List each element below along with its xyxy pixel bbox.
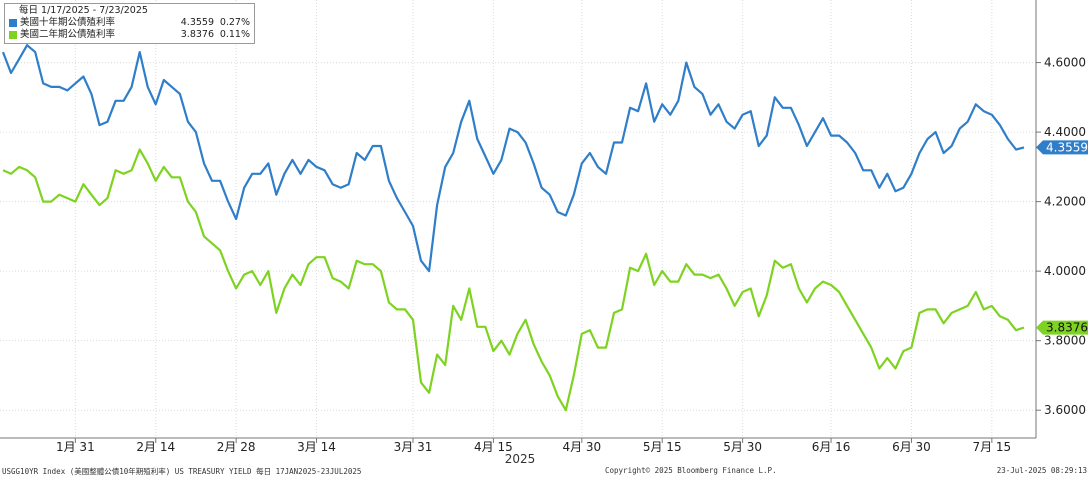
x-axis: 1月 31 2月 14 2月 28 3月 14 3月 31 4月 15 4月 30 5月 15… [56,438,1011,454]
legend-row-2y: 美國二年期公債殖利率 3.8376 0.11% [9,29,250,41]
legend-row-10y: 美國十年期公債殖利率 4.3559 0.27% [9,17,250,29]
legend: 每日 1/17/2025 - 7/23/2025 美國十年期公債殖利率 4.35… [4,3,255,44]
footer-timestamp: 23-Jul-2025 08:29:13 [996,466,1087,475]
x-tick-label: 3月 31 [394,440,433,454]
plot-frame [0,0,1037,439]
x-tick-label: 6月 30 [892,440,931,454]
y-axis: 3.6000 3.8000 4.0000 4.2000 4.4000 4.6000 [1036,56,1086,417]
y-tick-label: 3.8000 [1044,334,1086,348]
x-tick-label: 1月 31 [56,440,95,454]
footer-source: USGG10YR Index (美國整體公債10年期殖利率) US TREASU… [2,467,362,476]
last-value-label-1: 3.8376 [1046,321,1088,335]
y-tick-label: 3.6000 [1044,403,1086,417]
last-value-labels: 4.3559 3.8376 [1036,140,1088,335]
legend-header: 每日 1/17/2025 - 7/23/2025 [19,5,148,16]
legend-last-10y: 4.3559 [180,17,214,28]
x-tick-label: 2月 14 [136,440,175,454]
legend-swatch-2y [9,31,17,39]
y-tick-label: 4.6000 [1044,56,1086,70]
legend-change-10y: 0.27% [219,17,250,28]
x-tick-label: 6月 16 [812,440,851,454]
series-lines [1,44,1025,412]
y-tick-label: 4.0000 [1044,264,1086,278]
legend-name-10y: 美國十年期公債殖利率 [20,17,116,28]
y-tick-label: 4.2000 [1044,195,1086,209]
legend-last-2y: 3.8376 [180,29,214,40]
series-line-1 [2,148,1025,412]
last-value-tag-0 [1036,140,1088,155]
y-tick-label: 4.4000 [1044,125,1086,139]
grid-lines [0,0,1036,438]
legend-change-2y: 0.11% [219,29,250,40]
x-tick-label: 4月 15 [474,440,513,454]
last-value-label-0: 4.3559 [1046,140,1088,154]
x-tick-label: 5月 15 [643,440,682,454]
x-tick-label: 4月 30 [562,440,601,454]
legend-name-2y: 美國二年期公債殖利率 [20,29,116,40]
x-tick-label: 7月 15 [972,440,1011,454]
series-line-0 [1,44,1025,273]
x-tick-label: 5月 30 [723,440,762,454]
last-value-tag-1 [1036,320,1088,335]
footer-copyright: Copyright© 2025 Bloomberg Finance L.P. [605,466,777,475]
x-axis-label: 2025 [505,452,536,466]
legend-swatch-10y [9,19,17,27]
x-tick-label: 2月 28 [217,440,256,454]
x-tick-label: 3月 14 [297,440,336,454]
